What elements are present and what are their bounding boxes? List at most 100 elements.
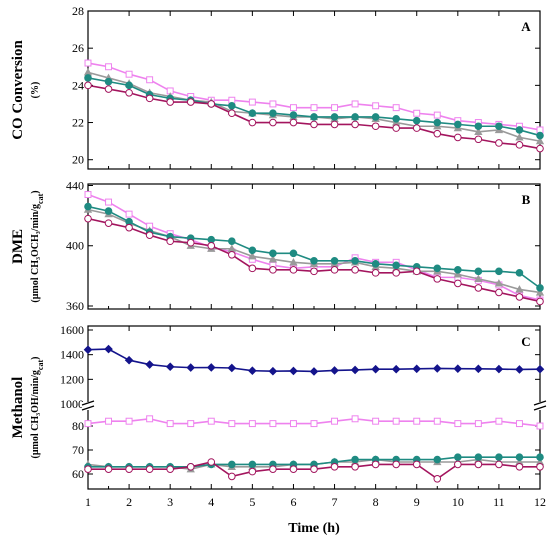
y-axis-unit: (μmol CH₃OH/min/gcat) bbox=[30, 357, 45, 459]
data-point-marker bbox=[515, 420, 523, 428]
data-point-marker bbox=[453, 270, 462, 278]
data-point-marker bbox=[228, 472, 236, 481]
data-point-marker bbox=[536, 144, 544, 153]
data-point-marker bbox=[474, 122, 483, 131]
data-point-marker bbox=[310, 267, 318, 276]
data-point-marker bbox=[105, 417, 113, 425]
data-point-marker bbox=[289, 266, 298, 274]
data-point-marker bbox=[310, 420, 318, 428]
data-point-marker bbox=[310, 120, 318, 129]
data-point-marker bbox=[84, 202, 92, 211]
data-point-marker bbox=[330, 113, 339, 121]
data-point-marker bbox=[228, 460, 236, 469]
data-point-marker bbox=[228, 109, 236, 118]
data-point-marker bbox=[248, 98, 256, 106]
data-point-marker bbox=[248, 467, 257, 476]
data-point-marker bbox=[228, 250, 236, 259]
data-point-marker bbox=[495, 122, 503, 131]
plot-frame bbox=[87, 183, 541, 310]
data-point-marker bbox=[515, 365, 524, 374]
series-c-5 bbox=[84, 458, 544, 483]
data-point-marker bbox=[495, 453, 503, 462]
data-point-marker bbox=[535, 136, 545, 145]
data-point-marker bbox=[331, 104, 339, 112]
data-point-marker bbox=[269, 266, 277, 274]
data-point-marker bbox=[536, 131, 544, 140]
data-point-marker bbox=[535, 364, 545, 374]
data-point-marker bbox=[105, 198, 113, 206]
data-point-marker bbox=[166, 98, 174, 106]
data-point-marker bbox=[536, 284, 544, 292]
data-point-marker bbox=[248, 109, 257, 118]
data-point-marker bbox=[207, 458, 216, 466]
data-point-marker bbox=[84, 191, 92, 199]
data-point-marker bbox=[351, 257, 359, 265]
data-point-marker bbox=[145, 360, 154, 369]
data-point-marker bbox=[124, 355, 134, 365]
y-tick-label: 24 bbox=[72, 78, 84, 92]
data-point-marker bbox=[515, 463, 524, 471]
data-point-marker bbox=[330, 266, 339, 274]
data-point-marker bbox=[454, 453, 462, 462]
data-point-marker bbox=[104, 77, 113, 86]
data-point-marker bbox=[289, 104, 297, 112]
data-point-marker bbox=[104, 85, 113, 93]
data-point-marker bbox=[392, 417, 400, 425]
x-tick-label: 3 bbox=[167, 495, 173, 509]
data-point-marker bbox=[392, 269, 400, 277]
data-point-marker bbox=[433, 475, 442, 483]
data-point-marker bbox=[371, 260, 380, 268]
data-point-marker bbox=[289, 111, 298, 119]
data-point-marker bbox=[535, 288, 545, 296]
data-point-marker bbox=[494, 364, 504, 374]
data-point-marker bbox=[351, 415, 359, 423]
y-axis-unit: (%) bbox=[30, 82, 41, 99]
data-point-marker bbox=[84, 420, 92, 428]
x-tick-label: 10 bbox=[452, 495, 464, 509]
data-point-marker bbox=[413, 417, 421, 425]
data-point-marker bbox=[515, 269, 524, 277]
y-tick-label: 80 bbox=[72, 419, 84, 433]
data-point-marker bbox=[104, 344, 113, 354]
data-point-marker bbox=[454, 420, 462, 428]
data-point-marker bbox=[125, 81, 133, 90]
data-point-marker bbox=[248, 246, 257, 255]
y-tick-label: 60 bbox=[72, 467, 84, 481]
panel-letter: B bbox=[522, 192, 531, 207]
axis-break-mark bbox=[533, 400, 547, 406]
y-tick-label: 22 bbox=[72, 116, 84, 130]
data-point-marker bbox=[351, 266, 359, 274]
data-point-marker bbox=[433, 417, 441, 425]
data-point-marker bbox=[351, 100, 359, 108]
data-point-marker bbox=[125, 223, 133, 232]
data-point-marker bbox=[104, 207, 113, 215]
data-point-marker bbox=[412, 364, 422, 374]
data-point-marker bbox=[330, 366, 339, 375]
series-b-2 bbox=[83, 205, 545, 296]
data-point-marker bbox=[310, 257, 318, 265]
data-point-marker bbox=[268, 254, 278, 263]
data-point-marker bbox=[269, 420, 277, 428]
y-tick-label: 26 bbox=[72, 41, 84, 55]
data-point-marker bbox=[84, 59, 92, 67]
data-point-marker bbox=[207, 417, 215, 425]
data-point-marker bbox=[495, 139, 503, 147]
y-tick-label: 1000 bbox=[60, 397, 84, 411]
data-point-marker bbox=[269, 100, 277, 108]
x-axis-title: Time (h) bbox=[288, 521, 340, 536]
axis-break-mask bbox=[534, 402, 546, 410]
y-tick-label: 400 bbox=[66, 239, 84, 253]
data-point-marker bbox=[474, 453, 483, 462]
data-point-marker bbox=[269, 118, 277, 127]
series-b-3 bbox=[84, 202, 544, 292]
data-point-marker bbox=[84, 214, 92, 223]
data-point-marker bbox=[84, 74, 92, 82]
data-point-marker bbox=[269, 465, 277, 474]
x-tick-label: 8 bbox=[373, 495, 379, 509]
data-point-marker bbox=[228, 420, 236, 428]
y-tick-label: 1200 bbox=[60, 372, 84, 386]
data-point-marker bbox=[125, 417, 133, 425]
y-tick-label: 20 bbox=[72, 153, 84, 167]
data-point-marker bbox=[495, 288, 503, 297]
